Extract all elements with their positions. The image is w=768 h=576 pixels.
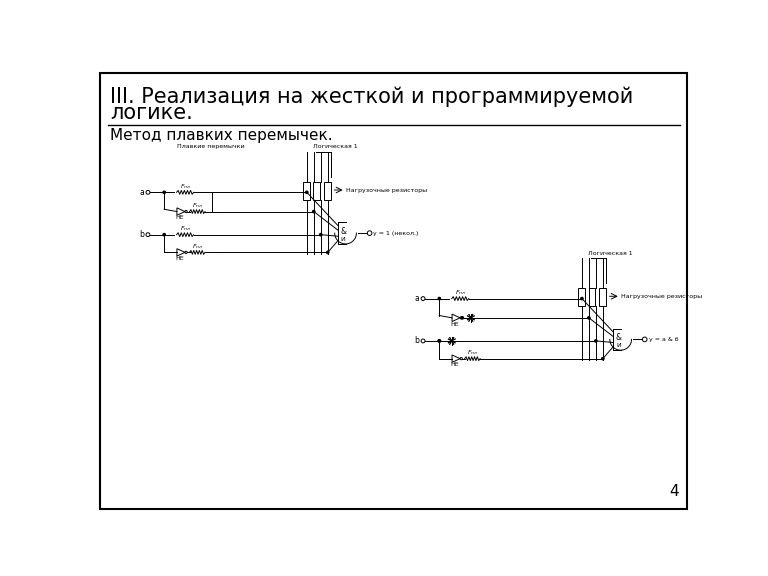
Text: НЕ: НЕ	[451, 362, 459, 367]
Text: III. Реализация на жесткой и программируемой: III. Реализация на жесткой и программиру…	[110, 86, 633, 107]
Bar	[588, 288, 595, 306]
Circle shape	[594, 340, 597, 342]
Text: И: И	[341, 237, 346, 242]
Circle shape	[319, 233, 322, 236]
Text: b: b	[414, 336, 419, 346]
Circle shape	[163, 233, 165, 236]
Text: b: b	[139, 230, 144, 239]
Text: 4: 4	[669, 484, 679, 499]
Text: НЕ: НЕ	[451, 321, 459, 327]
Text: $F_{пл}$: $F_{пл}$	[192, 201, 203, 210]
Text: a: a	[415, 294, 419, 303]
Text: $F_{пл}$: $F_{пл}$	[455, 288, 466, 297]
Text: НЕ: НЕ	[175, 256, 184, 261]
Circle shape	[581, 297, 583, 300]
Bar	[324, 181, 331, 200]
Text: &: &	[340, 227, 346, 236]
Circle shape	[313, 210, 315, 213]
Text: a: a	[139, 188, 144, 197]
Text: $F_{пл}$: $F_{пл}$	[467, 348, 478, 357]
Bar	[303, 181, 310, 200]
Circle shape	[601, 358, 604, 360]
Bar	[313, 181, 320, 200]
Text: Нагрузочные резисторы: Нагрузочные резисторы	[346, 188, 428, 192]
Text: Логическая 1: Логическая 1	[588, 251, 633, 256]
Text: Плавкие перемычки: Плавкие перемычки	[177, 145, 244, 149]
Text: y = a & б: y = a & б	[648, 337, 678, 342]
Text: $F_{пл}$: $F_{пл}$	[180, 181, 190, 191]
Text: НЕ: НЕ	[175, 215, 184, 220]
Text: &: &	[615, 334, 621, 342]
Text: $F_{пл}$: $F_{пл}$	[192, 242, 203, 251]
Text: $F_{пл}$: $F_{пл}$	[180, 224, 190, 233]
Circle shape	[163, 191, 165, 194]
Text: Нагрузочные резисторы: Нагрузочные резисторы	[621, 294, 703, 299]
Circle shape	[461, 317, 464, 319]
Text: y = 1 (некол.): y = 1 (некол.)	[373, 230, 419, 236]
Circle shape	[306, 191, 308, 194]
Circle shape	[439, 297, 441, 300]
Circle shape	[326, 251, 329, 253]
Circle shape	[588, 317, 590, 319]
Text: Логическая 1: Логическая 1	[313, 145, 358, 149]
Text: Метод плавких перемычек.: Метод плавких перемычек.	[110, 128, 333, 143]
Circle shape	[439, 340, 441, 342]
Text: логике.: логике.	[110, 103, 193, 123]
Bar	[578, 288, 584, 306]
Text: И: И	[616, 343, 621, 348]
Circle shape	[439, 340, 441, 342]
Bar	[599, 288, 607, 306]
